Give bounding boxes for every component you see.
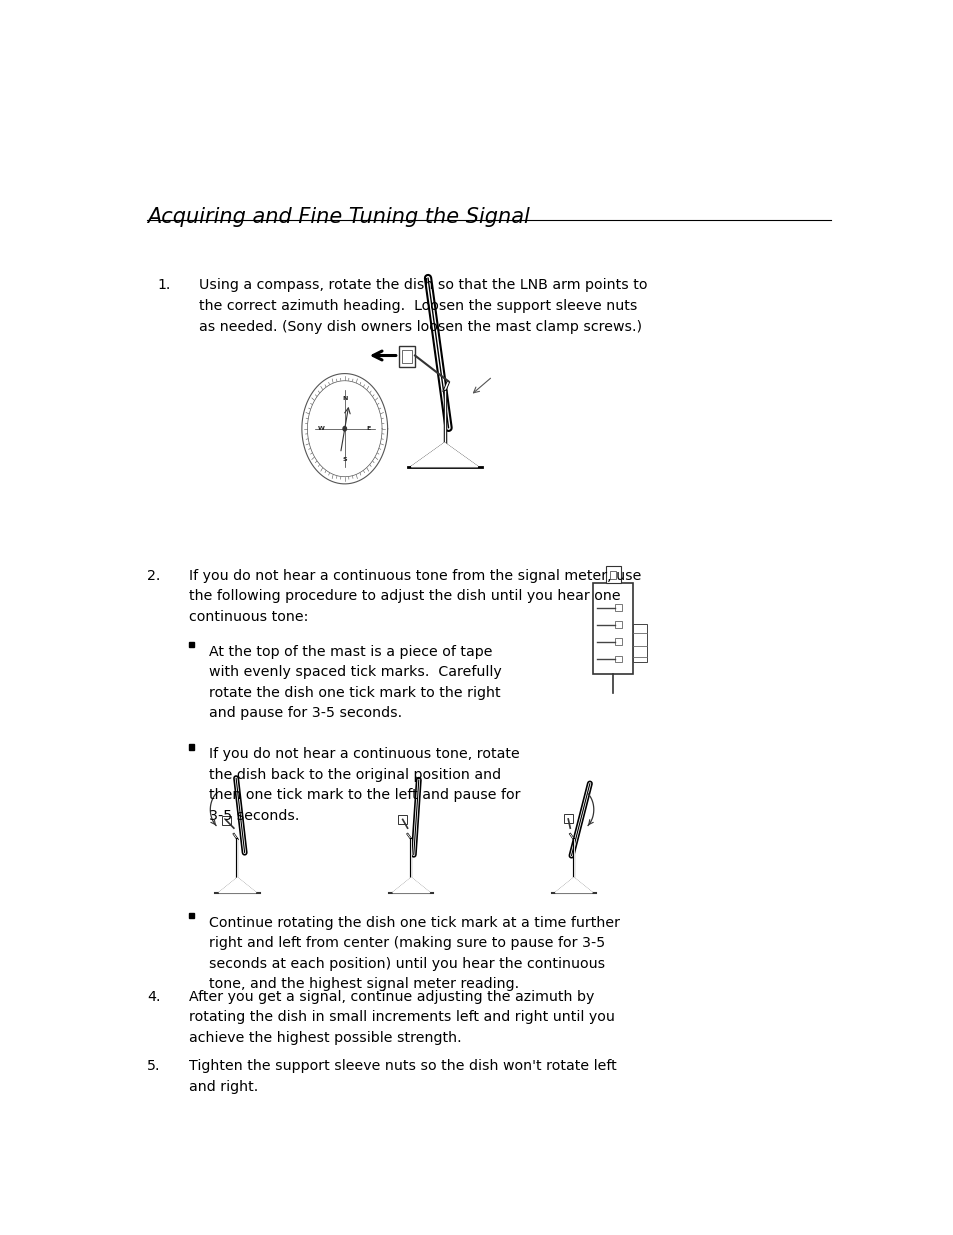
Circle shape — [343, 426, 346, 431]
Bar — [397, 815, 407, 824]
Text: N: N — [342, 396, 347, 401]
Bar — [615, 638, 621, 645]
Text: Continue rotating the dish one tick mark at a time further
right and left from c: Continue rotating the dish one tick mark… — [210, 915, 619, 992]
Text: 1.: 1. — [157, 278, 171, 293]
Text: Tighten the support sleeve nuts so the dish won't rotate left
and right.: Tighten the support sleeve nuts so the d… — [190, 1060, 617, 1094]
Text: 5.: 5. — [147, 1060, 161, 1073]
Bar — [615, 604, 621, 611]
Text: At the top of the mast is a piece of tape
with evenly spaced tick marks.  Carefu: At the top of the mast is a piece of tap… — [210, 645, 501, 720]
Bar — [401, 350, 412, 363]
Text: S: S — [342, 457, 347, 462]
Bar — [592, 583, 633, 673]
Bar — [633, 624, 646, 662]
Text: 2.: 2. — [147, 568, 160, 583]
Polygon shape — [411, 443, 477, 467]
Polygon shape — [393, 878, 429, 893]
Bar — [610, 571, 616, 578]
Bar — [605, 566, 619, 583]
Text: After you get a signal, continue adjusting the azimuth by
rotating the dish in s: After you get a signal, continue adjusti… — [190, 989, 615, 1045]
Bar — [190, 745, 193, 750]
Bar — [221, 816, 231, 825]
Text: If you do not hear a continuous tone, rotate
the dish back to the original posit: If you do not hear a continuous tone, ro… — [210, 747, 520, 823]
Polygon shape — [555, 878, 592, 893]
Bar — [563, 815, 572, 824]
Text: W: W — [317, 426, 324, 431]
Text: 4.: 4. — [147, 989, 161, 1004]
Bar — [398, 346, 415, 367]
Text: Acquiring and Fine Tuning the Signal: Acquiring and Fine Tuning the Signal — [147, 207, 530, 227]
Text: If you do not hear a continuous tone from the signal meter, use
the following pr: If you do not hear a continuous tone fro… — [190, 568, 641, 624]
Bar — [615, 621, 621, 627]
Text: E: E — [366, 426, 370, 431]
Bar — [615, 656, 621, 662]
Bar — [190, 913, 193, 919]
Text: Using a compass, rotate the dish so that the LNB arm points to
the correct azimu: Using a compass, rotate the dish so that… — [199, 278, 647, 333]
Bar — [190, 642, 193, 647]
Polygon shape — [219, 878, 255, 893]
